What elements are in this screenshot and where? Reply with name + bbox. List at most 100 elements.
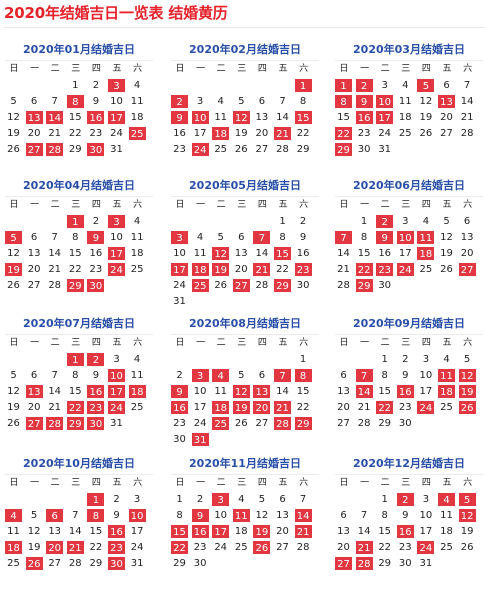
- month-divider: [171, 474, 319, 475]
- weekday-label: 三: [237, 64, 247, 74]
- lucky-day-cell: 16: [190, 524, 210, 539]
- day-cell: 2: [113, 494, 120, 505]
- day-cell: 11: [130, 232, 144, 243]
- day-cell: 28: [296, 542, 310, 553]
- day-cell: 10: [110, 232, 123, 243]
- day-grid: 1 2 3 4 5 6 7 8 9 10 11 12 13 14 15 16 17 18 19 20 21 22 23 24 2…: [3, 492, 155, 588]
- day-cell: 9: [402, 510, 409, 521]
- lucky-day-cell: 12: [457, 368, 477, 383]
- lucky-day-cell: 25: [127, 126, 147, 141]
- lucky-day-cell: 23: [107, 540, 126, 555]
- lucky-day-cell: 1: [65, 214, 85, 229]
- day-cell: 2: [402, 354, 409, 365]
- day-cell: 15: [68, 112, 82, 123]
- weekday-label: 二: [380, 478, 390, 488]
- lucky-day-cell: 10: [107, 368, 126, 383]
- weekday-label: 一: [360, 200, 370, 210]
- day-cell: 5: [238, 96, 245, 107]
- weekday-label: 六: [463, 478, 473, 488]
- day-cell: 30: [398, 418, 412, 429]
- lucky-day-cell: 16: [107, 524, 126, 539]
- title-divider: [4, 27, 484, 28]
- day-grid: 1 2 3 4 5 6 7 8 9 10 11 12 13 14 15 16 17 18 19 20 21 22 23 24 2…: [333, 492, 485, 588]
- lucky-day-cell: 21: [354, 540, 374, 555]
- day-cell: 11: [214, 386, 228, 397]
- day-cell: 2: [92, 80, 100, 91]
- day-cell: 3: [402, 216, 409, 227]
- day-cell: 7: [51, 96, 58, 107]
- weekday-label: 二: [50, 200, 60, 210]
- month-title: 2020年07月结婚吉日: [23, 317, 135, 330]
- day-cell: 7: [279, 96, 286, 107]
- weekday-label: 一: [360, 64, 370, 74]
- weekday-label: 一: [30, 200, 40, 210]
- weekday-label: 四: [421, 478, 431, 488]
- weekday-label: 一: [196, 64, 206, 74]
- day-cell: 22: [378, 542, 392, 553]
- day-cell: 12: [7, 386, 20, 397]
- day-cell: 13: [48, 526, 62, 537]
- lucky-day-cell: 10: [127, 508, 147, 523]
- lucky-day-cell: 3: [107, 214, 126, 229]
- day-cell: 6: [30, 232, 38, 243]
- day-cell: 12: [7, 248, 20, 259]
- day-cell: 5: [10, 96, 17, 107]
- weekday-label: 四: [257, 338, 267, 348]
- weekday-label: 一: [30, 338, 40, 348]
- weekday-label: 日: [339, 338, 349, 348]
- lucky-day-cell: 21: [252, 262, 272, 277]
- day-cell: 30: [173, 434, 186, 445]
- lucky-day-cell: 27: [24, 142, 44, 157]
- day-cell: 14: [68, 526, 82, 537]
- day-cell: 29: [173, 558, 186, 569]
- weekday-label: 六: [463, 64, 473, 74]
- day-cell: 29: [89, 558, 103, 569]
- day-cell: 10: [193, 386, 207, 397]
- month-title: 2020年06月结婚吉日: [353, 179, 465, 192]
- lucky-day-cell: 9: [354, 94, 374, 109]
- lucky-day-cell: 10: [375, 94, 395, 109]
- day-cell: 15: [378, 386, 392, 397]
- lucky-day-cell: 27: [457, 262, 477, 277]
- month-divider: [335, 474, 483, 475]
- day-cell: 13: [460, 232, 474, 243]
- lucky-day-cell: 21: [293, 524, 313, 539]
- lucky-day-cell: 13: [252, 384, 272, 399]
- lucky-day-cell: 15: [170, 524, 189, 539]
- lucky-day-cell: 9: [170, 110, 189, 125]
- day-cell: 30: [398, 558, 412, 569]
- day-cell: 19: [440, 248, 453, 259]
- day-cell: 16: [296, 248, 310, 259]
- day-cell: 19: [419, 112, 433, 123]
- lucky-day-cell: 11: [437, 368, 456, 383]
- day-cell: 14: [276, 112, 289, 123]
- weekday-label: 四: [257, 200, 267, 210]
- month-calendar: 2020年12月结婚吉日日一二三四五六 1 2 3 4 5 6 7 8 9 10 11 12 13 14 15…: [333, 454, 485, 590]
- day-cell: 5: [10, 370, 17, 381]
- day-cell: 17: [193, 402, 207, 413]
- month-title: 2020年03月结婚吉日: [353, 43, 465, 56]
- weekday-label: 六: [133, 338, 143, 348]
- weekday-label: 二: [380, 338, 390, 348]
- day-cell: 4: [402, 80, 409, 91]
- day-cell: 26: [7, 280, 20, 291]
- day-cell: 17: [398, 248, 412, 259]
- day-cell: 29: [378, 418, 392, 429]
- lucky-day-cell: 29: [354, 278, 374, 293]
- lucky-day-cell: 16: [170, 400, 189, 415]
- lucky-day-cell: 22: [65, 400, 85, 415]
- day-cell: 23: [193, 542, 207, 553]
- day-cell: 26: [7, 418, 20, 429]
- weekday-label: 四: [257, 64, 267, 74]
- day-cell: 18: [440, 526, 453, 537]
- weekday-label: 五: [442, 200, 452, 210]
- weekday-label: 六: [133, 478, 143, 488]
- day-cell: 17: [419, 386, 433, 397]
- day-cell: 23: [173, 418, 186, 429]
- lucky-day-cell: 18: [211, 126, 231, 141]
- day-cell: 29: [378, 558, 392, 569]
- weekday-label: 六: [299, 200, 309, 210]
- weekday-label: 五: [442, 478, 452, 488]
- lucky-day-cell: 12: [231, 384, 251, 399]
- lucky-day-cell: 29: [293, 416, 313, 431]
